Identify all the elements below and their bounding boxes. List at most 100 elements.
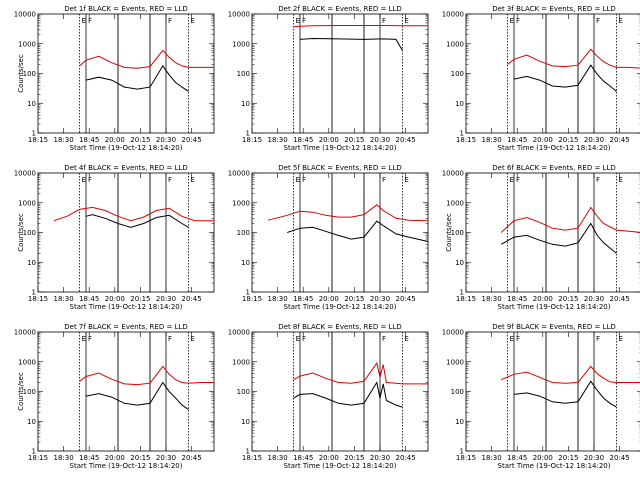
series-line: [507, 48, 640, 69]
series-line: [293, 25, 428, 27]
chart-title: Det 6f BLACK = Events, RED = LLD: [492, 164, 615, 172]
y-tick-label: 10000: [228, 329, 250, 337]
marker-label: F: [516, 176, 520, 184]
x-tick-label: 20:45: [182, 454, 202, 462]
y-tick-label: 10000: [442, 329, 464, 337]
marker-label: F: [382, 17, 386, 25]
chart-panel-6: Det 6f BLACK = Events, RED = LLD 1 10 100 10…: [442, 164, 640, 311]
marker-label: E: [82, 17, 86, 25]
x-axis-label: Start Time (19-Oct-12 18:14:20): [498, 144, 611, 152]
y-axis-label: Counts/sec: [17, 372, 25, 411]
y-tick-label: 10: [241, 418, 250, 426]
chart-panel-9: Det 9f BLACK = Events, RED = LLD 1 10 100 10…: [442, 323, 640, 470]
series-line: [293, 381, 403, 408]
chart-panel-3: Det 3f BLACK = Events, RED = LLD 1 10 100 10…: [442, 5, 640, 152]
x-tick-label: 20:30: [584, 136, 604, 144]
marker-label: E: [296, 176, 300, 184]
marker-label: E: [618, 17, 622, 25]
chart-panel-8: Det 8f BLACK = Events, RED = LLD 1 10 100 10…: [228, 323, 429, 470]
y-tick-label: 100: [237, 388, 250, 396]
y-tick-label: 100: [451, 388, 464, 396]
x-tick-label: 20:00: [319, 136, 339, 144]
x-tick-label: 18:30: [54, 295, 74, 303]
series-line: [513, 64, 617, 92]
y-tick-label: 100: [237, 229, 250, 237]
x-tick-label: 20:30: [584, 295, 604, 303]
chart-title: Det 2f BLACK = Events, RED = LLD: [278, 5, 401, 13]
marker-label: F: [168, 335, 172, 343]
marker-label: E: [82, 335, 86, 343]
y-tick-label: 10: [27, 259, 36, 267]
marker-label: E: [510, 17, 514, 25]
y-tick-label: 100: [23, 229, 36, 237]
y-tick-label: 10000: [442, 11, 464, 19]
x-tick-label: 20:45: [396, 136, 416, 144]
y-tick-label: 10000: [14, 11, 36, 19]
marker-label: E: [190, 176, 194, 184]
x-tick-label: 20:15: [130, 454, 150, 462]
x-tick-label: 18:30: [268, 295, 288, 303]
series-line: [85, 381, 189, 410]
x-tick-label: 18:30: [482, 454, 502, 462]
y-tick-label: 1000: [18, 199, 36, 207]
x-tick-label: 20:00: [105, 295, 125, 303]
x-tick-label: 20:30: [370, 295, 390, 303]
x-tick-label: 18:45: [507, 295, 527, 303]
x-tick-label: 20:30: [156, 454, 176, 462]
x-tick-label: 18:15: [242, 136, 262, 144]
marker-label: E: [190, 335, 194, 343]
y-tick-label: 100: [451, 70, 464, 78]
y-tick-label: 100: [237, 70, 250, 78]
marker-label: F: [88, 176, 92, 184]
chart-title: Det 7f BLACK = Events, RED = LLD: [64, 323, 187, 331]
x-tick-label: 20:30: [370, 454, 390, 462]
y-tick-label: 10: [455, 100, 464, 108]
chart-panel-7: Det 7f BLACK = Events, RED = LLD 1 10 100 10…: [14, 323, 215, 470]
x-tick-label: 18:30: [482, 136, 502, 144]
plot-frame: [37, 331, 215, 452]
x-tick-label: 18:45: [507, 136, 527, 144]
y-tick-label: 10: [27, 418, 36, 426]
marker-label: E: [510, 335, 514, 343]
x-axis-label: Start Time (19-Oct-12 18:14:20): [70, 303, 183, 311]
marker-label: F: [516, 17, 520, 25]
marker-label: F: [302, 176, 306, 184]
marker-label: E: [296, 335, 300, 343]
y-tick-label: 10: [455, 259, 464, 267]
x-tick-label: 18:45: [293, 295, 313, 303]
x-axis-label: Start Time (19-Oct-12 18:14:20): [70, 462, 183, 470]
x-tick-label: 18:15: [28, 136, 48, 144]
y-tick-label: 1000: [18, 40, 36, 48]
series-line: [85, 64, 189, 92]
marker-label: E: [510, 176, 514, 184]
marker-label: F: [88, 17, 92, 25]
x-tick-label: 18:30: [54, 454, 74, 462]
marker-label: F: [168, 17, 172, 25]
x-tick-label: 20:15: [130, 295, 150, 303]
plot-frame: [465, 331, 640, 452]
marker-label: F: [596, 176, 600, 184]
x-tick-label: 18:15: [456, 295, 476, 303]
y-tick-label: 10000: [228, 170, 250, 178]
series-line: [500, 206, 640, 233]
marker-label: E: [404, 17, 408, 25]
x-tick-label: 20:45: [610, 136, 630, 144]
x-tick-label: 18:45: [293, 136, 313, 144]
marker-label: E: [82, 176, 86, 184]
y-tick-label: 1000: [446, 40, 464, 48]
y-tick-label: 10000: [14, 329, 36, 337]
marker-label: F: [302, 335, 306, 343]
chart-panel-4: Det 4f BLACK = Events, RED = LLD 1 10 100 10…: [14, 164, 215, 311]
x-tick-label: 18:45: [79, 295, 99, 303]
series-line: [287, 220, 429, 242]
chart-title: Det 5f BLACK = Events, RED = LLD: [278, 164, 401, 172]
plot-frame: [251, 13, 429, 134]
y-tick-label: 1: [246, 289, 250, 297]
chart-title: Det 8f BLACK = Events, RED = LLD: [278, 323, 401, 331]
x-tick-label: 18:15: [242, 454, 262, 462]
x-tick-label: 18:15: [242, 295, 262, 303]
marker-label: F: [596, 17, 600, 25]
x-tick-label: 18:30: [268, 136, 288, 144]
y-tick-label: 1: [32, 289, 36, 297]
marker-label: F: [168, 176, 172, 184]
